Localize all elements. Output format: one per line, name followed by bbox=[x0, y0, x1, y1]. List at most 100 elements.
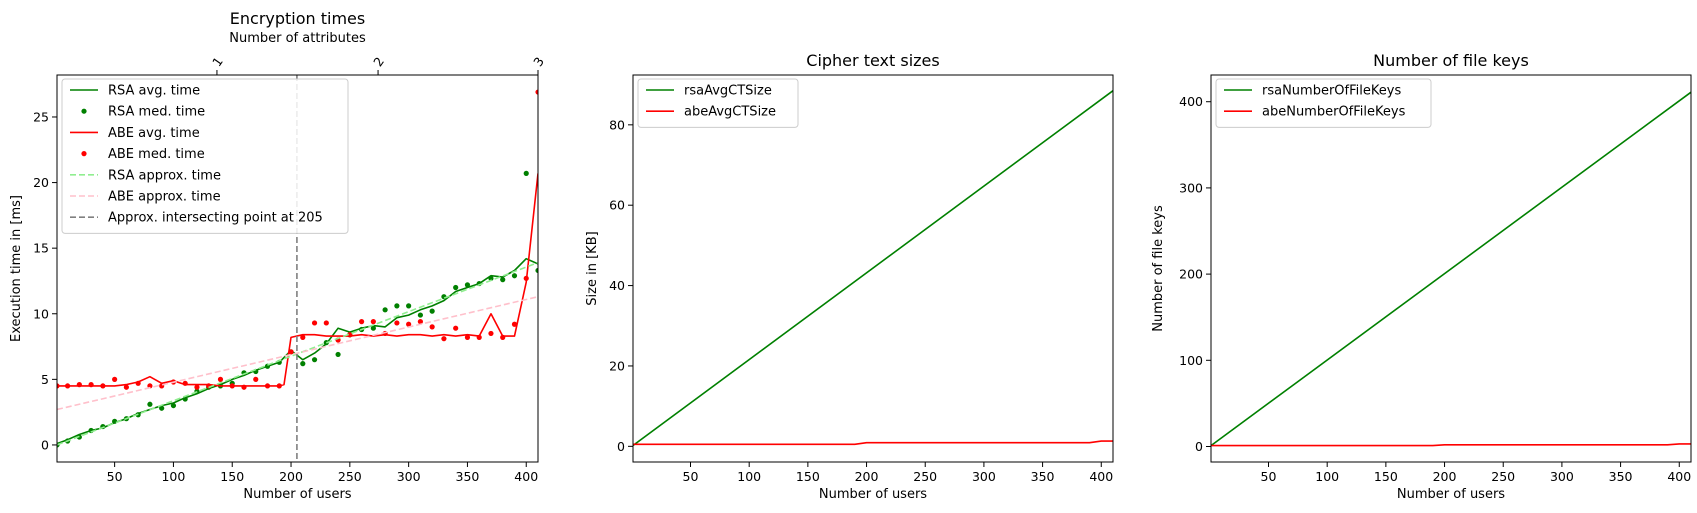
chart-title: Encryption times bbox=[230, 9, 365, 28]
legend-entry: abeNumberOfFileKeys bbox=[1262, 105, 1406, 120]
chart-title: Number of file keys bbox=[1373, 51, 1529, 70]
y-tick-label: 100 bbox=[1179, 353, 1203, 368]
x-tick-label: 400 bbox=[1667, 469, 1691, 484]
x-axis-label: Number of users bbox=[1397, 487, 1505, 502]
data-point bbox=[64, 383, 71, 389]
legend-box bbox=[637, 78, 799, 128]
data-point bbox=[417, 319, 423, 325]
data-point bbox=[323, 320, 329, 326]
data-point bbox=[264, 383, 271, 389]
series-abeavgctsize bbox=[633, 440, 1113, 446]
legend-entry: Approx. intersecting point at 205 bbox=[108, 211, 323, 226]
data-point bbox=[288, 349, 294, 355]
data-point bbox=[229, 383, 235, 389]
x-tick-label: 100 bbox=[737, 469, 761, 484]
data-point bbox=[453, 325, 459, 331]
x-tick-label: 100 bbox=[1315, 469, 1339, 484]
data-point bbox=[441, 336, 447, 342]
data-point bbox=[57, 383, 60, 389]
data-point bbox=[300, 361, 306, 367]
legend-box bbox=[61, 78, 349, 234]
legend-entry: RSA med. time bbox=[108, 105, 205, 120]
data-point bbox=[358, 319, 365, 325]
data-point bbox=[194, 384, 200, 390]
x-tick-label: 150 bbox=[796, 469, 820, 484]
y-tick-label: 400 bbox=[1179, 94, 1203, 109]
x-tick-label: 200 bbox=[1433, 469, 1457, 484]
y-tick-label: 20 bbox=[33, 175, 49, 190]
data-point bbox=[429, 308, 435, 314]
x-tick-label: 250 bbox=[338, 469, 362, 484]
data-point bbox=[241, 384, 247, 390]
plot-frame bbox=[1210, 74, 1692, 463]
series-abenumberoffilekeys bbox=[1211, 443, 1691, 447]
data-point bbox=[417, 312, 423, 318]
y-tick-label: 5 bbox=[41, 372, 49, 387]
series-line bbox=[57, 295, 538, 411]
data-point bbox=[300, 334, 306, 340]
data-point bbox=[159, 405, 165, 411]
plot-frame bbox=[56, 74, 539, 463]
y-tick-label: 80 bbox=[609, 117, 625, 132]
legend-marker bbox=[81, 151, 87, 157]
x-tick-label: 50 bbox=[107, 469, 123, 484]
series-rsaavgctsize bbox=[633, 90, 1113, 447]
x-tick-label: 200 bbox=[855, 469, 879, 484]
x-tick-label: 350 bbox=[456, 469, 480, 484]
data-point bbox=[182, 396, 188, 402]
data-point bbox=[500, 277, 506, 283]
legend-entry: RSA avg. time bbox=[108, 84, 200, 99]
legend: RSA avg. time RSA med. time ABE avg. time A… bbox=[61, 78, 349, 234]
y-tick-label: 20 bbox=[609, 358, 625, 373]
x-tick-label: 300 bbox=[397, 469, 421, 484]
data-point bbox=[406, 303, 412, 309]
data-point bbox=[370, 319, 376, 325]
x-tick-label: 300 bbox=[972, 469, 996, 484]
y-tick-label: 0 bbox=[41, 437, 49, 452]
legend-entry: rsaAvgCTSize bbox=[684, 84, 772, 99]
data-point bbox=[488, 275, 494, 281]
data-point bbox=[476, 334, 482, 340]
data-point bbox=[253, 376, 259, 382]
x-axis-label: Number of users bbox=[243, 487, 351, 502]
data-point bbox=[112, 418, 118, 424]
y-tick-label: 300 bbox=[1179, 180, 1203, 195]
series-line bbox=[633, 90, 1113, 447]
series-line bbox=[633, 440, 1113, 446]
x-tick-label: 150 bbox=[1374, 469, 1398, 484]
data-point bbox=[464, 282, 471, 288]
data-point bbox=[76, 382, 82, 388]
y-tick-label: 25 bbox=[33, 109, 49, 124]
plot-area bbox=[633, 90, 1113, 447]
series-rsanumberoffilekeys bbox=[1211, 91, 1691, 447]
data-point bbox=[394, 320, 400, 326]
y-axis-label: Size in [KB] bbox=[585, 231, 600, 305]
data-point bbox=[147, 401, 153, 407]
x-axis-label: Number of users bbox=[819, 487, 927, 502]
data-point bbox=[100, 383, 106, 389]
data-point bbox=[511, 273, 518, 279]
legend-box bbox=[1215, 78, 1432, 128]
legend-entry: rsaNumberOfFileKeys bbox=[1262, 84, 1401, 99]
y-tick-label: 200 bbox=[1179, 267, 1203, 282]
data-point bbox=[311, 357, 318, 363]
legend: rsaAvgCTSize abeAvgCTSize bbox=[637, 78, 799, 128]
data-point bbox=[406, 321, 412, 327]
data-point bbox=[112, 376, 118, 382]
data-point bbox=[394, 303, 400, 309]
data-point bbox=[347, 332, 353, 338]
y-tick-label: 60 bbox=[609, 198, 625, 213]
y-tick-label: 15 bbox=[33, 241, 49, 256]
x-tick-label: 100 bbox=[161, 469, 185, 484]
series-line bbox=[1211, 443, 1691, 447]
x-tick-label: 200 bbox=[279, 469, 303, 484]
x-tick-label: 50 bbox=[1261, 469, 1277, 484]
data-point bbox=[335, 351, 341, 358]
data-point bbox=[441, 294, 447, 300]
series-abe-approx-time bbox=[57, 295, 538, 411]
legend-entry: ABE approx. time bbox=[108, 190, 221, 205]
chart-title: Cipher text sizes bbox=[806, 51, 939, 70]
data-point bbox=[523, 275, 529, 281]
data-point bbox=[429, 324, 435, 330]
x-tick-label: 250 bbox=[1491, 469, 1515, 484]
